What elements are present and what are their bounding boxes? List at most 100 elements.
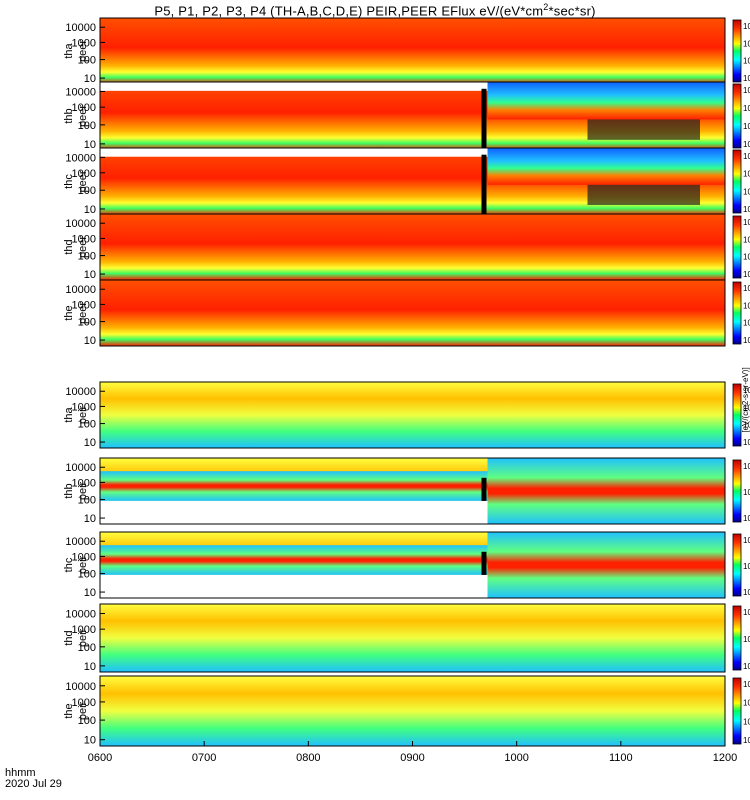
colorbar	[732, 281, 742, 345]
x-tick-label: 0800	[296, 752, 320, 764]
colorbar-tick: 10²	[743, 662, 750, 671]
colorbar-tick: 10⁴	[743, 57, 750, 66]
y-tick-label: 10	[84, 513, 96, 525]
y-tick-label: 10000	[65, 536, 96, 548]
y-axis-label-line2: peir	[77, 628, 89, 647]
mode-transition-bar	[481, 154, 487, 215]
spectrogram-fill	[100, 382, 725, 448]
y-tick-label: 100	[78, 495, 96, 507]
y-tick-label: 1000	[72, 102, 96, 114]
y-tick-label: 10	[84, 437, 96, 449]
colorbar	[732, 459, 742, 523]
panel-frame	[99, 603, 726, 673]
colorbar-tick: 10⁶	[743, 462, 750, 471]
spectrogram-fill	[100, 280, 725, 346]
y-tick-label: 10000	[65, 87, 96, 99]
colorbar-tick: 10²	[743, 717, 750, 726]
chart-title: P5, P1, P2, P3, P4 (TH-A,B,C,D,E) PEIR,P…	[0, 2, 750, 18]
colorbar-tick: 10⁴	[743, 488, 750, 497]
mode-transition-bar	[481, 477, 487, 501]
colorbar-tick: 10⁸	[743, 284, 750, 293]
y-tick-label: 10000	[65, 284, 96, 296]
colorbar-tick: 10⁰	[743, 736, 750, 745]
y-tick-label: 1000	[72, 624, 96, 636]
y-axis-label-line1: thc	[63, 557, 75, 572]
colorbar-tick: 10⁶	[743, 386, 750, 395]
colorbar-tick: 10²	[743, 270, 750, 279]
date-label: 2020 Jul 29	[5, 778, 62, 790]
colorbar	[732, 383, 742, 447]
x-tick-label: 1100	[609, 752, 633, 764]
y-tick-label: 1000	[72, 299, 96, 311]
y-tick-label: 100	[78, 185, 96, 197]
y-axis-label-line1: the	[63, 305, 75, 320]
beam-region-late	[487, 458, 725, 524]
x-tick-label: 0900	[400, 752, 424, 764]
colorbar	[732, 83, 742, 149]
panel-frame	[99, 531, 726, 599]
data-gap	[100, 574, 488, 598]
y-tick-label: 10	[84, 587, 96, 599]
x-tick-label: 0600	[88, 752, 112, 764]
y-tick-label: 10000	[65, 609, 96, 621]
colorbar-tick: 10⁶	[743, 104, 750, 113]
beam-region	[100, 471, 488, 501]
panel-frame	[99, 381, 726, 449]
y-tick-label: 100	[78, 642, 96, 654]
y-tick-label: 1000	[72, 551, 96, 563]
colorbar-tick: 10⁶	[743, 680, 750, 689]
y-axis-label-line1: tha	[63, 42, 75, 58]
colorbar-tick: 10²	[743, 140, 750, 149]
y-axis-label-line2: peer	[77, 236, 89, 258]
colorbar-tick: 10²	[743, 336, 750, 345]
y-axis-label-line1: the	[63, 703, 75, 718]
panel-frame	[99, 457, 726, 525]
burst-region	[587, 119, 700, 140]
burst-region	[587, 184, 700, 205]
title-exponent: 2	[543, 2, 549, 12]
colorbar-tick: 10⁴	[743, 253, 750, 262]
colorbar-tick: 10⁶	[743, 170, 750, 179]
y-tick-label: 10	[84, 735, 96, 747]
y-tick-label: 1000	[72, 233, 96, 245]
y-axis-label-line2: peer	[77, 170, 89, 192]
x-tick-label: 0700	[192, 752, 216, 764]
colorbar-tick: 10⁸	[743, 86, 750, 95]
y-tick-label: 100	[78, 715, 96, 727]
spectrogram-fill	[100, 214, 725, 280]
y-tick-label: 10	[84, 204, 96, 216]
colorbar-tick: 10⁶	[743, 608, 750, 617]
y-tick-label: 10000	[65, 22, 96, 34]
y-tick-label: 100	[78, 251, 96, 263]
mode-transition-bar	[481, 551, 487, 575]
y-tick-label: 100	[78, 419, 96, 431]
colorbar-tick: 10⁴	[743, 122, 750, 131]
noise-region	[487, 82, 725, 120]
y-tick-label: 1000	[72, 697, 96, 709]
y-axis-label-line2: peer	[77, 105, 89, 127]
colorbar-tick: 10⁰	[743, 438, 750, 447]
colorbar-tick: 10⁴	[743, 319, 750, 328]
colorbar-tick: 10⁸	[743, 218, 750, 227]
y-axis-label-line2: peir	[77, 405, 89, 424]
y-tick-label: 1000	[72, 168, 96, 180]
data-gap	[100, 500, 488, 524]
spectrogram-fill	[100, 676, 725, 746]
y-axis-label-line1: thc	[63, 174, 75, 189]
colorbar	[732, 19, 742, 83]
y-axis-label-line2: peer	[77, 302, 89, 324]
colorbar-tick: 10⁴	[743, 635, 750, 644]
y-axis-label-line1: thb	[63, 483, 75, 498]
colorbar	[732, 215, 742, 279]
y-tick-label: 10	[84, 73, 96, 85]
y-tick-label: 10	[84, 661, 96, 673]
y-axis-label-line1: thd	[63, 239, 75, 254]
y-tick-label: 10000	[65, 462, 96, 474]
colorbar-tick: 10²	[743, 421, 750, 430]
data-gap	[100, 148, 488, 157]
